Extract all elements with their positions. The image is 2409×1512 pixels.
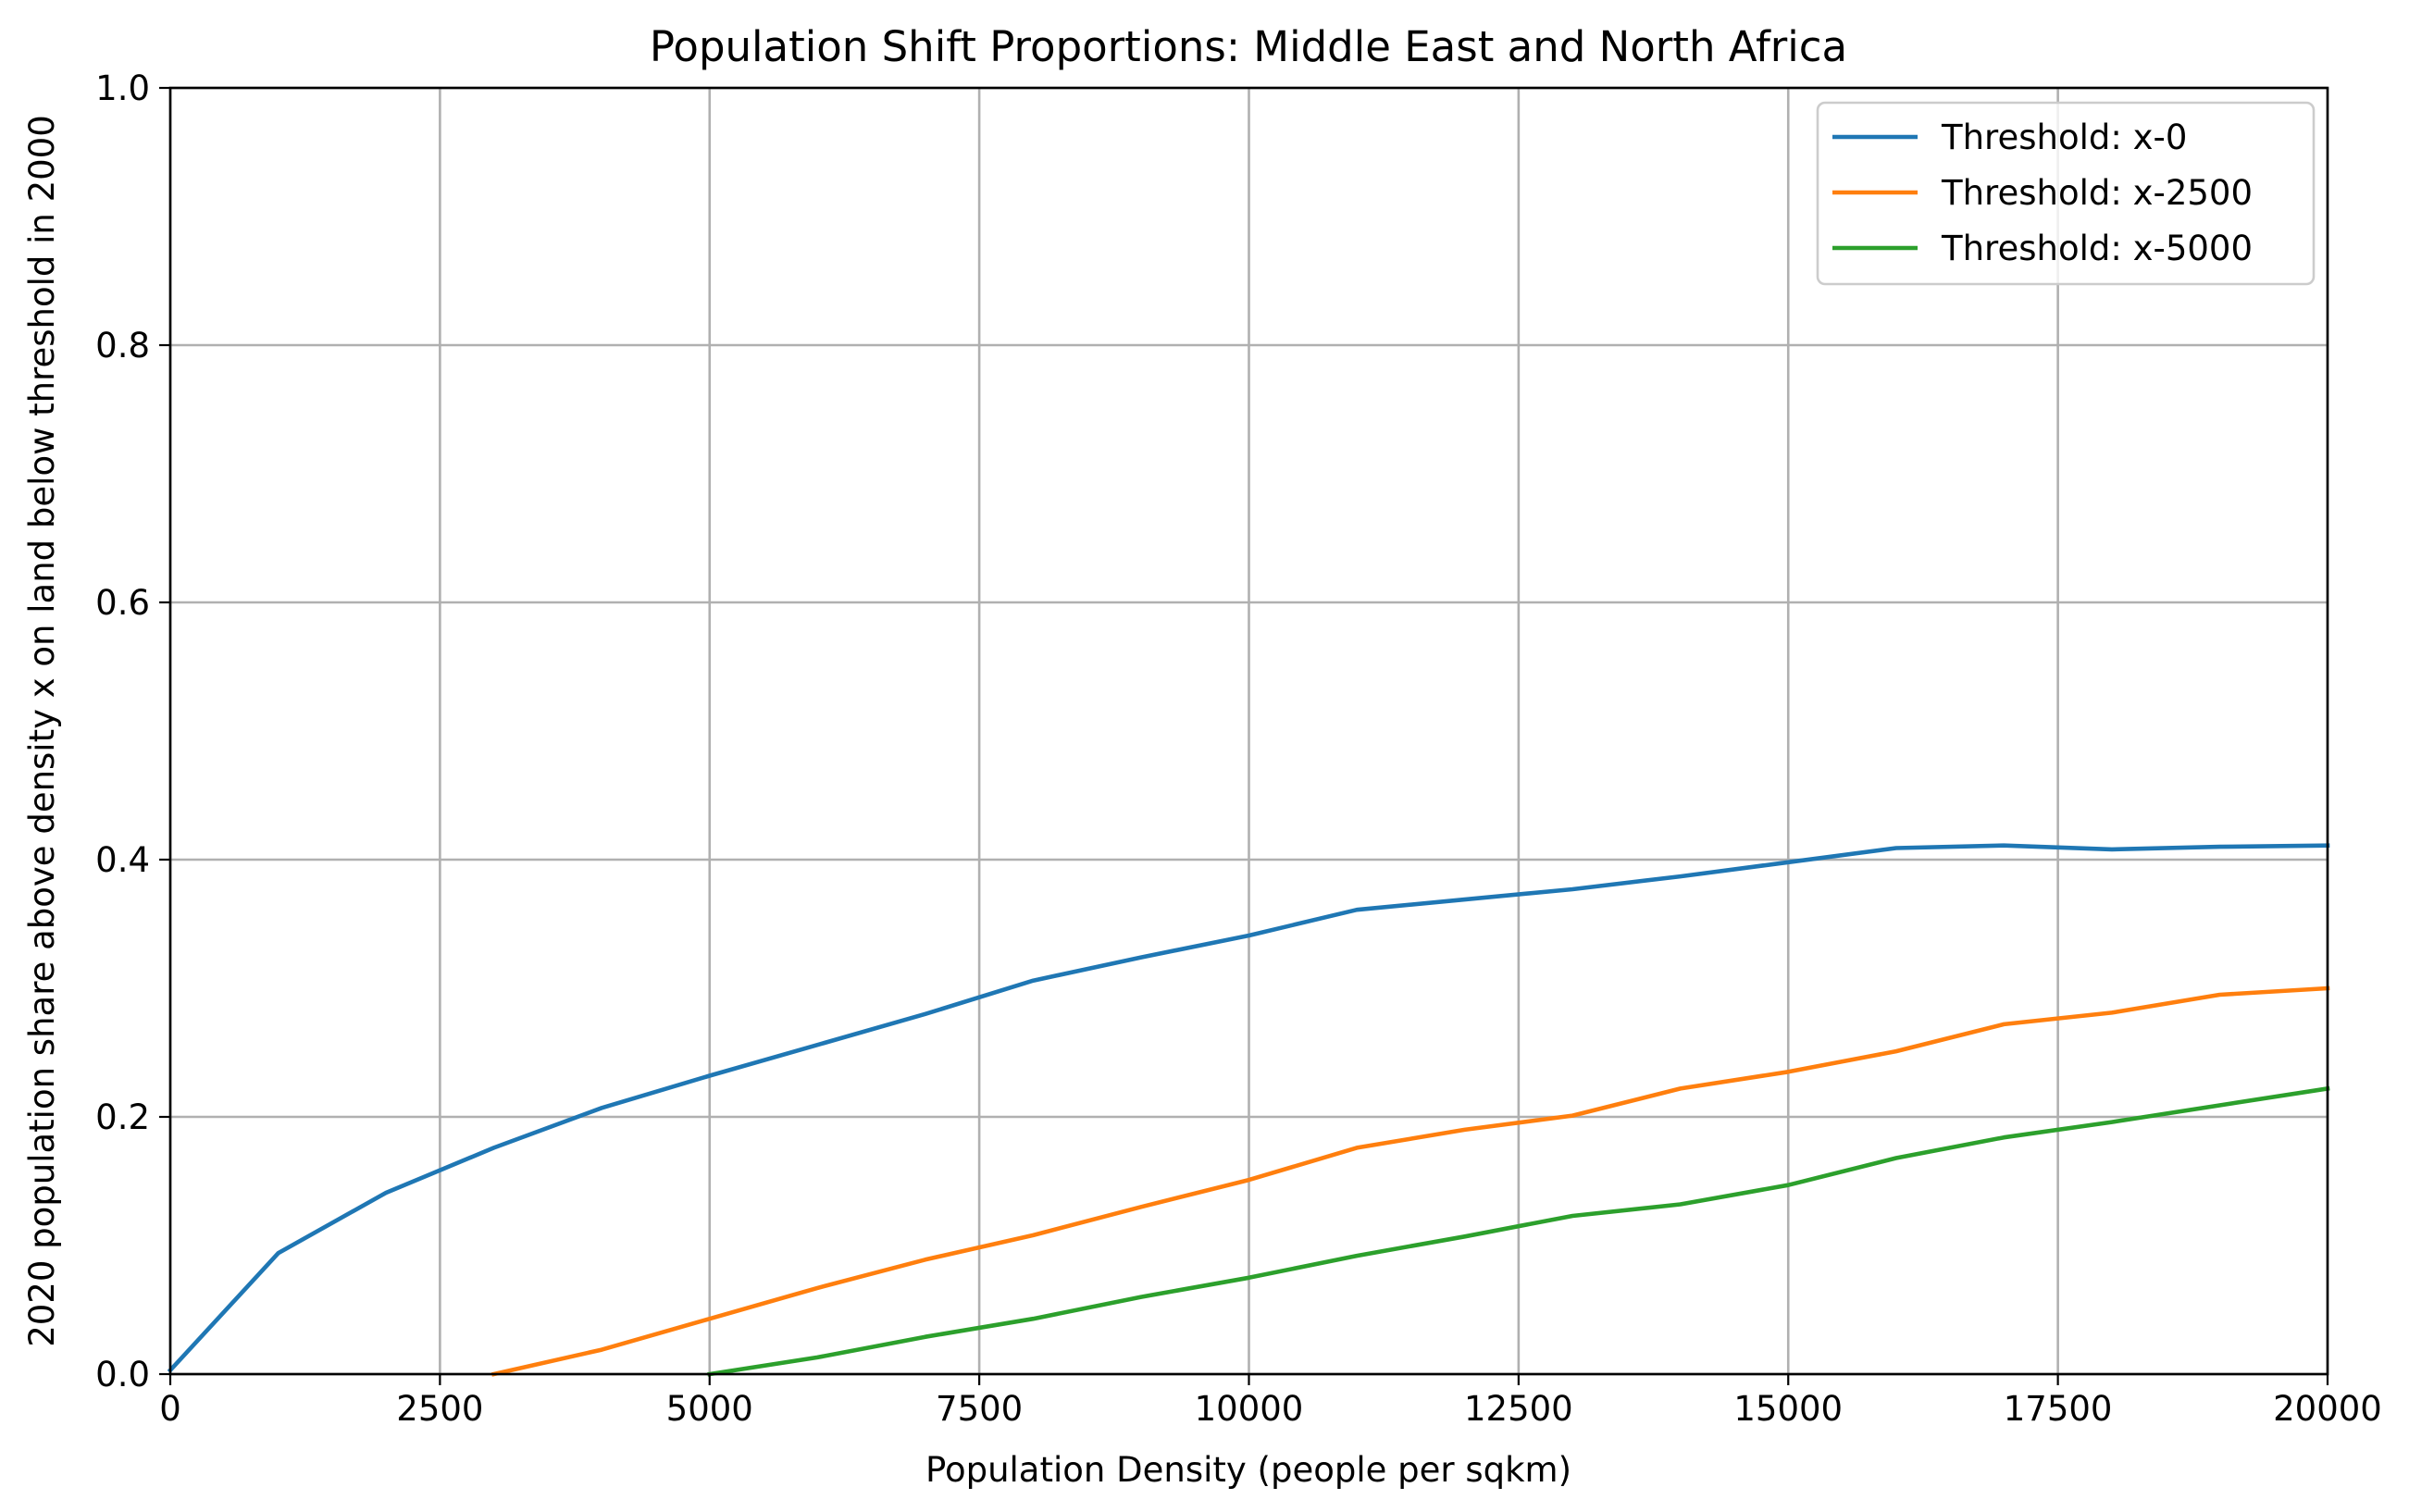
y-tick-label: 0.8 — [95, 326, 150, 366]
x-axis-label: Population Density (people per sqkm) — [925, 1450, 1571, 1490]
x-tick-label: 20000 — [2273, 1389, 2382, 1429]
series-line-3 — [707, 1085, 2330, 1377]
legend-box — [1816, 101, 2316, 286]
series-lines — [167, 843, 2330, 1377]
y-tick-label: 0.4 — [95, 840, 150, 880]
series-line-1 — [167, 843, 2330, 1374]
y-tick-label: 0.6 — [95, 583, 150, 623]
x-tick-label: 15000 — [1733, 1389, 1843, 1429]
x-tick-label: 17500 — [2004, 1389, 2113, 1429]
y-tick-label: 0.0 — [95, 1355, 150, 1394]
legend-label-2: Threshold: x-2500 — [1941, 173, 2253, 213]
chart-title: Population Shift Proportions: Middle Eas… — [650, 22, 1847, 71]
x-tick-label: 2500 — [396, 1389, 483, 1429]
x-tick-label: 5000 — [666, 1389, 753, 1429]
axis-ticks: 0 2500 5000 7500 10000 12500 15000 17500 20000 0.… — [95, 68, 2382, 1429]
y-axis-label: 2020 population share above density x on… — [22, 115, 62, 1347]
legend-label-1: Threshold: x-0 — [1941, 118, 2187, 157]
x-tick-label: 12500 — [1464, 1389, 1573, 1429]
x-tick-label: 0 — [159, 1389, 181, 1429]
x-tick-label: 7500 — [936, 1389, 1023, 1429]
legend: Threshold: x-0 Threshold: x-2500 Threshold… — [1816, 101, 2316, 286]
series-line-2 — [490, 985, 2330, 1377]
x-tick-label: 10000 — [1195, 1389, 1304, 1429]
y-tick-label: 0.2 — [95, 1097, 150, 1137]
legend-label-3: Threshold: x-5000 — [1941, 229, 2253, 268]
y-tick-label: 1.0 — [95, 68, 150, 108]
